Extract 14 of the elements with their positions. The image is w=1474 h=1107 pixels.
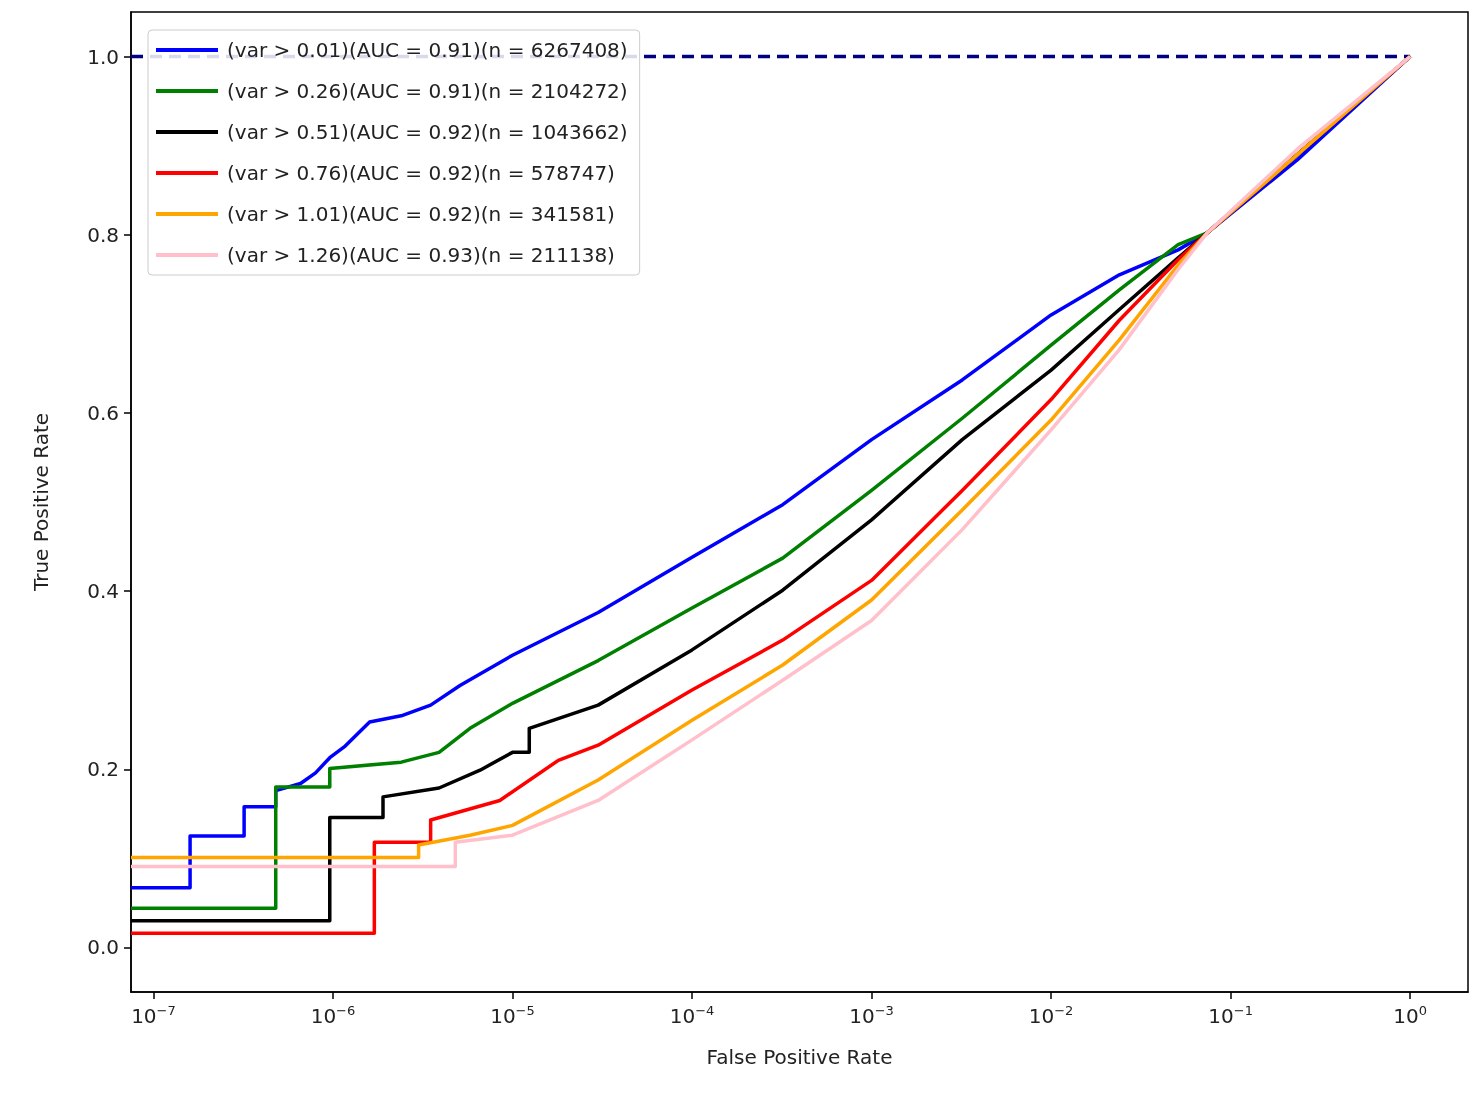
legend-label: (var > 0.51)(AUC = 0.92)(n = 1043662)	[227, 120, 628, 144]
y-tick-label: 0.6	[87, 400, 119, 425]
legend-label: (var > 1.26)(AUC = 0.93)(n = 211138)	[227, 243, 615, 267]
y-tick-label: 1.0	[87, 44, 119, 69]
y-tick-label: 0.8	[87, 222, 119, 247]
y-axis-title: True Positive Rate	[29, 412, 53, 593]
legend-label: (var > 0.01)(AUC = 0.91)(n = 6267408)	[227, 38, 628, 62]
y-tick-label: 0.4	[87, 579, 119, 604]
legend-label: (var > 0.26)(AUC = 0.91)(n = 2104272)	[227, 79, 628, 103]
legend-label: (var > 1.01)(AUC = 0.92)(n = 341581)	[227, 202, 615, 226]
legend-label: (var > 0.76)(AUC = 0.92)(n = 578747)	[227, 161, 615, 185]
y-tick-label: 0.0	[87, 935, 119, 960]
y-tick-label: 0.2	[87, 757, 119, 782]
x-axis-title: False Positive Rate	[706, 1045, 893, 1069]
